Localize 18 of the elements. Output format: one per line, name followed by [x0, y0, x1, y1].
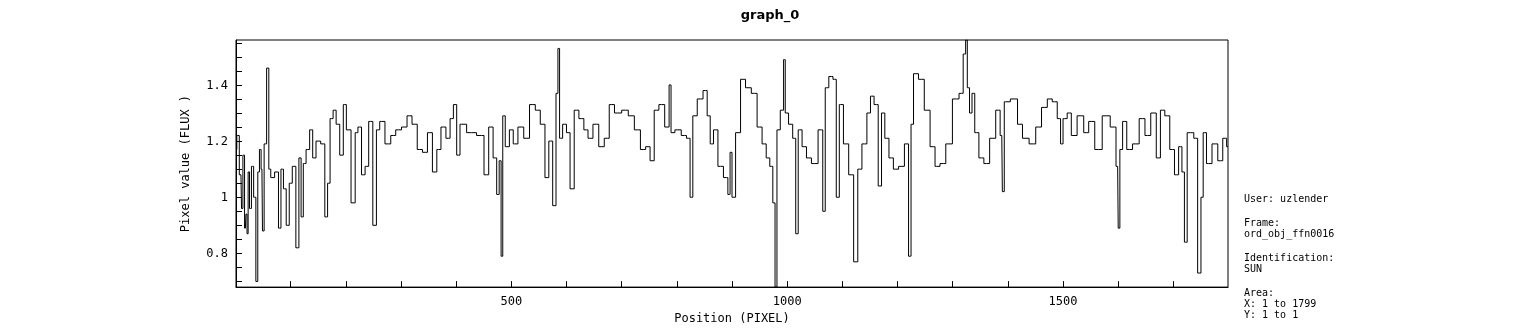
chart-title: graph_0	[740, 7, 800, 23]
x-tick-label: 1500	[1048, 294, 1078, 309]
x-axis-title: Position (PIXEL)	[674, 311, 790, 325]
y-tick-label: 1	[220, 190, 228, 205]
y-tick-label: 1.4	[206, 77, 228, 92]
text: Frame:	[1244, 216, 1281, 228]
text: User: uzlender	[1244, 192, 1329, 204]
y-tick-label: 0.8	[206, 246, 228, 261]
x-tick-label: 1000	[772, 294, 802, 309]
text: Area:	[1244, 286, 1275, 298]
x-tick-label: 500	[500, 294, 523, 309]
text: Y: 1 to 1	[1244, 308, 1299, 320]
text: Identification:	[1244, 251, 1335, 263]
text: X: 1 to 1799	[1244, 297, 1317, 309]
y-tick-label: 1.2	[206, 134, 228, 149]
text: ord_obj_ffn0016	[1244, 227, 1335, 240]
text: SUN	[1244, 262, 1263, 274]
y-axis-title: Pixel value (FLUX )	[178, 94, 192, 233]
